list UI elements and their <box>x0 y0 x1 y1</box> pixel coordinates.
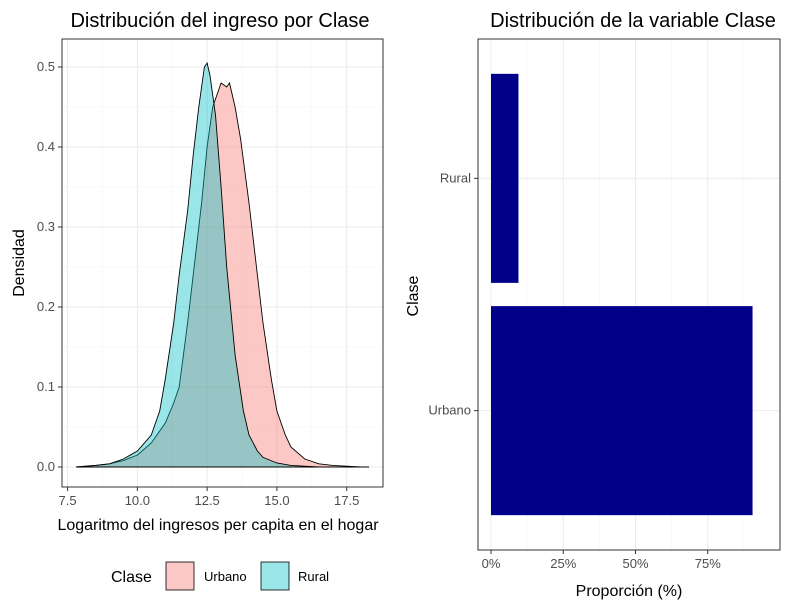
density-y-tick-label: 0.3 <box>37 219 55 234</box>
legend-key-rural <box>260 561 290 591</box>
proportion-x-tick-label: 50% <box>622 556 648 571</box>
density-panel-border <box>61 38 384 488</box>
density-x-axis-title: Logaritmo del ingresos per capita en el … <box>57 517 379 534</box>
legend-label-urbano: Urbano <box>204 569 247 584</box>
proportion-x-tick-label: 25% <box>550 556 576 571</box>
proportion-x-axis-title: Proporción (%) <box>576 583 683 600</box>
density-x-tick-label: 17.5 <box>334 493 359 508</box>
proportion-chart: Distribución de la variable Clase 0% 25% 5… <box>405 10 781 600</box>
density-x-tick-label: 7.5 <box>59 493 77 508</box>
density-x-tick-label: 15.0 <box>264 493 289 508</box>
proportion-chart-title: Distribución de la variable Clase <box>490 10 776 32</box>
legend-key-urbano <box>165 561 195 591</box>
density-chart-title: Distribución del ingreso por Clase <box>70 10 369 32</box>
density-y-axis-title: Densidad <box>11 229 28 297</box>
proportion-y-tick-label: Rural <box>440 170 471 185</box>
proportion-axes: 0% 25% 50% 75% Urbano Rural <box>428 170 721 571</box>
proportion-y-axis-title: Clase <box>405 275 422 316</box>
legend-label-rural: Rural <box>298 569 329 584</box>
density-chart: Distribución del ingreso por Clase 7.5 10… <box>11 10 384 591</box>
density-x-tick-label: 10.0 <box>125 493 150 508</box>
density-axes: 7.5 10.0 12.5 15.0 17.5 0.0 0.1 0.2 0.3 0.4 0.5 <box>37 59 359 508</box>
density-y-tick-label: 0.0 <box>37 459 55 474</box>
density-area-rural <box>75 61 369 468</box>
proportion-panel-border <box>477 38 781 551</box>
legend-title: Clase <box>111 569 152 586</box>
density-y-tick-label: 0.5 <box>37 59 55 74</box>
proportion-y-tick-label: Urbano <box>428 403 471 418</box>
density-y-tick-label: 0.2 <box>37 299 55 314</box>
proportion-x-tick-label: 0% <box>482 556 501 571</box>
bar-urbano <box>491 306 753 516</box>
density-x-tick-label: 12.5 <box>194 493 219 508</box>
proportion-x-tick-label: 75% <box>695 556 721 571</box>
bar-rural <box>491 73 519 283</box>
density-y-tick-label: 0.1 <box>37 379 55 394</box>
density-area-urbano <box>75 81 369 468</box>
proportion-bars <box>491 73 753 516</box>
legend: Clase Urbano Rural <box>111 561 329 591</box>
density-y-tick-label: 0.4 <box>37 139 55 154</box>
density-areas <box>75 61 369 468</box>
